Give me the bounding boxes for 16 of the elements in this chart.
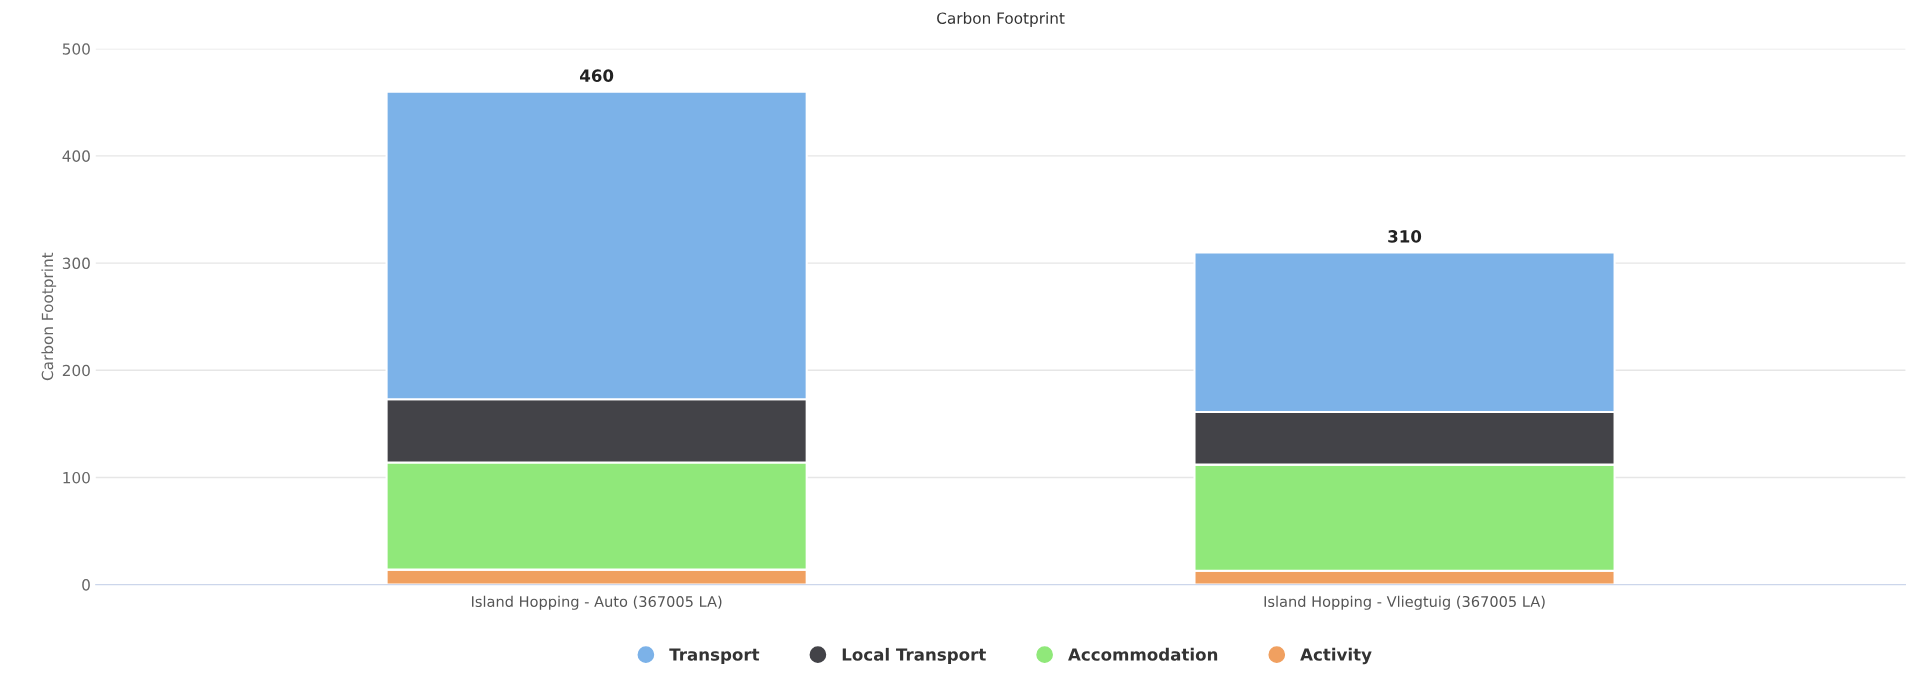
legend-label: Transport (669, 648, 760, 664)
y-tick-label: 200 (62, 364, 90, 377)
legend-label: Accommodation (1068, 647, 1218, 661)
total-label: 310 (1388, 230, 1422, 243)
legend-label: Activity (1300, 647, 1372, 665)
x-tick-label: Island Hopping - Vliegtuig (367005 LA) (1264, 595, 1545, 610)
y-tick-label: 0 (82, 579, 90, 591)
x-tick-label: Island Hopping - Auto (367005 LA) (472, 595, 722, 610)
y-axis-title: Carbon Footprint (41, 252, 57, 381)
total-label: 460 (580, 69, 614, 82)
chart-title: Carbon Footprint (937, 12, 1065, 27)
y-tick-label: 500 (62, 43, 90, 55)
y-tick-label: 100 (63, 471, 90, 484)
legend-label: Local Transport (842, 647, 986, 664)
y-tick-label: 300 (62, 257, 90, 270)
y-tick-label: 400 (62, 150, 90, 162)
